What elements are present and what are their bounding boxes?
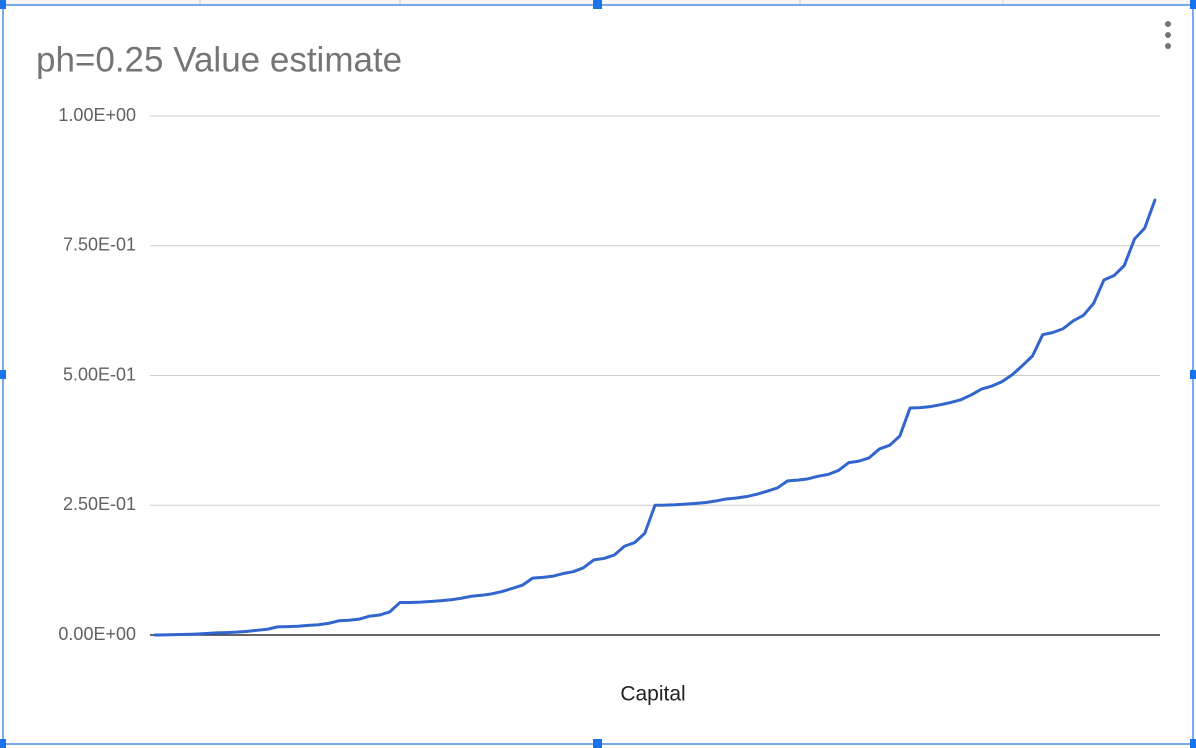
chart-title: ph=0.25 Value estimate [36,40,402,79]
y-tick-label: 1.00E+00 [58,105,136,125]
data-line [153,198,1157,637]
resize-handle[interactable] [1190,0,1196,9]
resize-handle[interactable] [1190,370,1196,379]
resize-handle[interactable] [0,739,6,748]
menu-dot [1165,43,1171,49]
resize-handle[interactable] [593,0,602,9]
menu-dot [1165,32,1171,38]
y-tick-label: 7.50E-01 [63,235,136,255]
menu-button[interactable] [1165,21,1171,49]
y-tick-label: 5.00E-01 [63,364,136,384]
resize-handle[interactable] [1190,739,1196,748]
resize-handle[interactable] [0,0,6,9]
y-tick-label: 0.00E+00 [58,624,136,644]
x-axis-label: Capital [620,683,685,706]
resize-handle[interactable] [0,370,6,379]
resize-handle[interactable] [593,739,602,748]
menu-dot [1165,21,1171,27]
y-tick-label: 2.50E-01 [63,494,136,514]
